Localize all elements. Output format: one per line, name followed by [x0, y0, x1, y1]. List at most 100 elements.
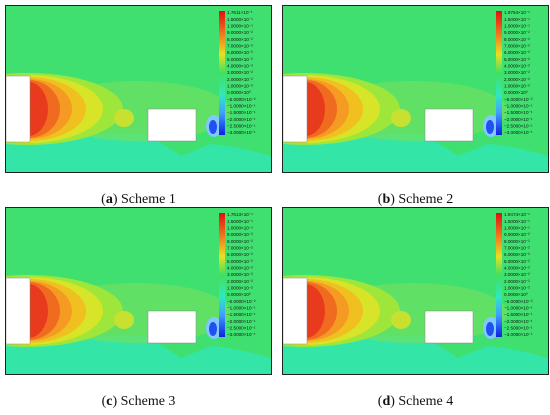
colorbar-label: −3.0000×10⁻¹: [227, 130, 256, 135]
caption-text: ) Scheme 1: [112, 192, 176, 207]
vortex: [486, 322, 494, 336]
contour-plot: 1.7613×10⁻¹ 1.5000×10⁻¹ 1.0000×10⁻¹9.0000×…: [5, 207, 272, 375]
caption-text: b: [382, 192, 391, 207]
vortex: [209, 322, 217, 336]
colorbar-label: 2.0000×10⁻²: [227, 77, 253, 82]
inlet-block: [283, 75, 308, 143]
lower-region: [6, 134, 271, 172]
caption-text: (: [377, 394, 383, 409]
colorbar-label: 1.0000×10⁻¹: [504, 24, 530, 29]
colorbar-label: −1.5000×10⁻¹: [504, 312, 533, 317]
colorbar-label: 5.0000×10⁻²: [227, 259, 253, 264]
colorbar-label: −5.0000×10⁻²: [227, 299, 256, 304]
caption: (d) Scheme 4: [282, 394, 549, 410]
colorbar-label: 8.0000×10⁻²: [504, 37, 530, 42]
colorbar-label: −1.5000×10⁻¹: [504, 110, 533, 115]
colorbar-label: 4.0000×10⁻²: [504, 266, 530, 271]
colorbar-label: −1.5000×10⁻¹: [227, 110, 256, 115]
colorbar-label: −3.0000×10⁻¹: [227, 332, 256, 337]
colorbar-label: −1.0000×10⁻¹: [227, 306, 256, 311]
colorbar-label: −5.0000×10⁻²: [504, 299, 533, 304]
colorbar-label: −2.0000×10⁻¹: [504, 319, 533, 324]
colorbar-label: −2.5000×10⁻¹: [504, 326, 533, 331]
caption-text: ) Scheme 4: [390, 394, 454, 409]
colorbar: [496, 213, 502, 337]
colorbar-label: 7.0000×10⁻²: [504, 246, 530, 251]
colorbar-label: 5.0000×10⁻²: [504, 259, 530, 264]
colorbar-label: 8.0000×10⁻²: [227, 239, 253, 244]
colorbar-label: 1.0000×10⁻¹: [227, 24, 253, 29]
colorbar-label: −5.0000×10⁻²: [504, 97, 533, 102]
colorbar-label: 8.0000×10⁻²: [504, 239, 530, 244]
caption-text: ) Scheme 3: [112, 394, 176, 409]
contour-plot: 1.9754×10⁻¹ 1.5000×10⁻¹ 1.0000×10⁻¹9.0000×…: [282, 5, 549, 173]
caption-text: d: [382, 394, 391, 409]
colorbar-label: −1.0000×10⁻¹: [227, 104, 256, 109]
colorbar-label: 6.0000×10⁻²: [504, 50, 530, 55]
colorbar-label: 1.5000×10⁻¹: [227, 219, 253, 224]
lower-region: [283, 134, 548, 172]
caption-text: (: [101, 394, 107, 409]
vortex: [209, 120, 217, 134]
caption: (b) Scheme 2: [282, 192, 549, 208]
colorbar-label: 0.0000×10⁰: [227, 90, 251, 95]
colorbar-label: 3.0000×10⁻²: [227, 70, 253, 75]
lower-region: [6, 336, 271, 374]
caption: (a) Scheme 1: [5, 192, 272, 208]
caption-text: (: [377, 192, 383, 207]
colorbar-label: 5.0000×10⁻²: [227, 57, 253, 62]
contour-plot: 1.9474×10⁻¹ 1.5000×10⁻¹ 1.0000×10⁻¹9.0000×…: [282, 207, 549, 375]
colorbar-label: 1.0000×10⁻²: [504, 84, 530, 89]
colorbar-label: 4.0000×10⁻²: [227, 266, 253, 271]
colorbar-label: 2.0000×10⁻²: [227, 279, 253, 284]
colorbar: [219, 213, 225, 337]
colorbar-label: −1.0000×10⁻¹: [504, 306, 533, 311]
colorbar-label: 1.0000×10⁻¹: [227, 226, 253, 231]
colorbar-label: 9.0000×10⁻²: [227, 30, 253, 35]
colorbar-label: 7.0000×10⁻²: [227, 246, 253, 251]
colorbar-label: 1.9474×10⁻¹: [504, 212, 530, 217]
colorbar-label: −2.5000×10⁻¹: [227, 124, 256, 129]
colorbar-label: 1.7611×10⁻¹: [227, 10, 253, 15]
inlet-block: [6, 75, 31, 143]
inlet-block: [6, 277, 31, 345]
colorbar-label: 7.0000×10⁻²: [504, 44, 530, 49]
obstacle: [147, 310, 197, 344]
colorbar-label: 2.0000×10⁻²: [504, 279, 530, 284]
colorbar-label: 4.0000×10⁻²: [504, 64, 530, 69]
colorbar-label: 1.9754×10⁻¹: [504, 10, 530, 15]
colorbar-label: −2.5000×10⁻¹: [504, 124, 533, 129]
colorbar-label: −2.0000×10⁻¹: [227, 117, 256, 122]
panel: 1.9474×10⁻¹ 1.5000×10⁻¹ 1.0000×10⁻¹ 9.0000×…: [282, 207, 549, 410]
colorbar-label: 1.0000×10⁻²: [227, 286, 253, 291]
colorbar-label: −3.0000×10⁻¹: [504, 130, 533, 135]
obstacle: [424, 108, 474, 142]
panel: 1.7611×10⁻¹ 1.5000×10⁻¹ 1.0000×10⁻¹ 9.0000×…: [5, 5, 272, 208]
colorbar-label: −5.0000×10⁻²: [227, 97, 256, 102]
colorbar-label: −2.0000×10⁻¹: [504, 117, 533, 122]
contour-plot: 1.7611×10⁻¹ 1.5000×10⁻¹ 1.0000×10⁻¹9.0000×…: [5, 5, 272, 173]
hotspot: [114, 311, 134, 329]
colorbar-label: 0.0000×10⁰: [227, 292, 251, 297]
colorbar-label: 1.5000×10⁻¹: [504, 219, 530, 224]
panel: 1.7613×10⁻¹ 1.5000×10⁻¹ 1.0000×10⁻¹ 9.0000×…: [5, 207, 272, 410]
caption-text: a: [105, 192, 113, 207]
caption-text: ) Scheme 2: [390, 192, 454, 207]
colorbar-label: −1.5000×10⁻¹: [227, 312, 256, 317]
colorbar-label: 2.0000×10⁻²: [504, 77, 530, 82]
colorbar-label: 8.0000×10⁻²: [227, 37, 253, 42]
colorbar-label: 3.0000×10⁻²: [504, 272, 530, 277]
colorbar-label: 1.5000×10⁻¹: [504, 17, 530, 22]
obstacle: [424, 310, 474, 344]
colorbar-label: 1.5000×10⁻¹: [227, 17, 253, 22]
colorbar-label: 6.0000×10⁻²: [227, 50, 253, 55]
colorbar-label: 0.0000×10⁰: [504, 292, 528, 297]
hotspot: [391, 311, 411, 329]
colorbar: [219, 11, 225, 135]
caption: (c) Scheme 3: [5, 394, 272, 410]
lower-region: [283, 336, 548, 374]
colorbar-label: 3.0000×10⁻²: [504, 70, 530, 75]
obstacle: [147, 108, 197, 142]
panel: 1.9754×10⁻¹ 1.5000×10⁻¹ 1.0000×10⁻¹ 9.0000×…: [282, 5, 549, 208]
